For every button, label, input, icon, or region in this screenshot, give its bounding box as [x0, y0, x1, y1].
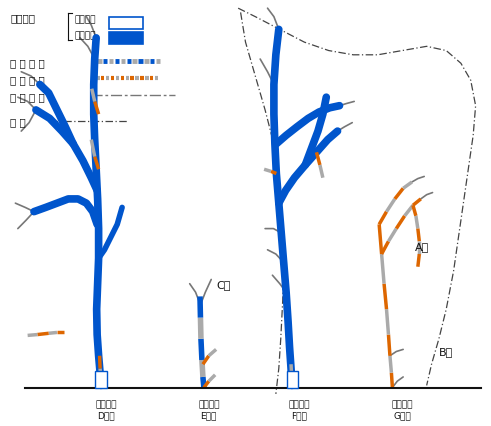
Text: 準 用 河 川: 準 用 河 川: [10, 75, 45, 85]
Text: 一級河川: 一級河川: [10, 13, 35, 23]
Text: C県: C県: [216, 279, 230, 289]
Text: B県: B県: [439, 347, 453, 357]
Text: 二 級 河 川: 二 級 河 川: [10, 58, 45, 68]
Text: 指定区間: 指定区間: [75, 32, 96, 40]
Bar: [287, 371, 298, 389]
Text: 普 通 河 川: 普 通 河 川: [10, 92, 45, 101]
Text: A県: A県: [414, 241, 429, 251]
Text: 準用河川
G水系: 準用河川 G水系: [391, 399, 413, 420]
Text: 二級河川
E水系: 二級河川 E水系: [198, 399, 219, 420]
Bar: [109, 17, 143, 29]
Text: 一級河川
D水系: 一級河川 D水系: [95, 399, 117, 420]
Bar: [109, 33, 143, 45]
Bar: [95, 371, 107, 389]
Text: 一級河川
F水系: 一級河川 F水系: [289, 399, 310, 420]
Text: 県 境: 県 境: [10, 117, 26, 127]
Text: 直轄区間: 直轄区間: [75, 15, 96, 24]
